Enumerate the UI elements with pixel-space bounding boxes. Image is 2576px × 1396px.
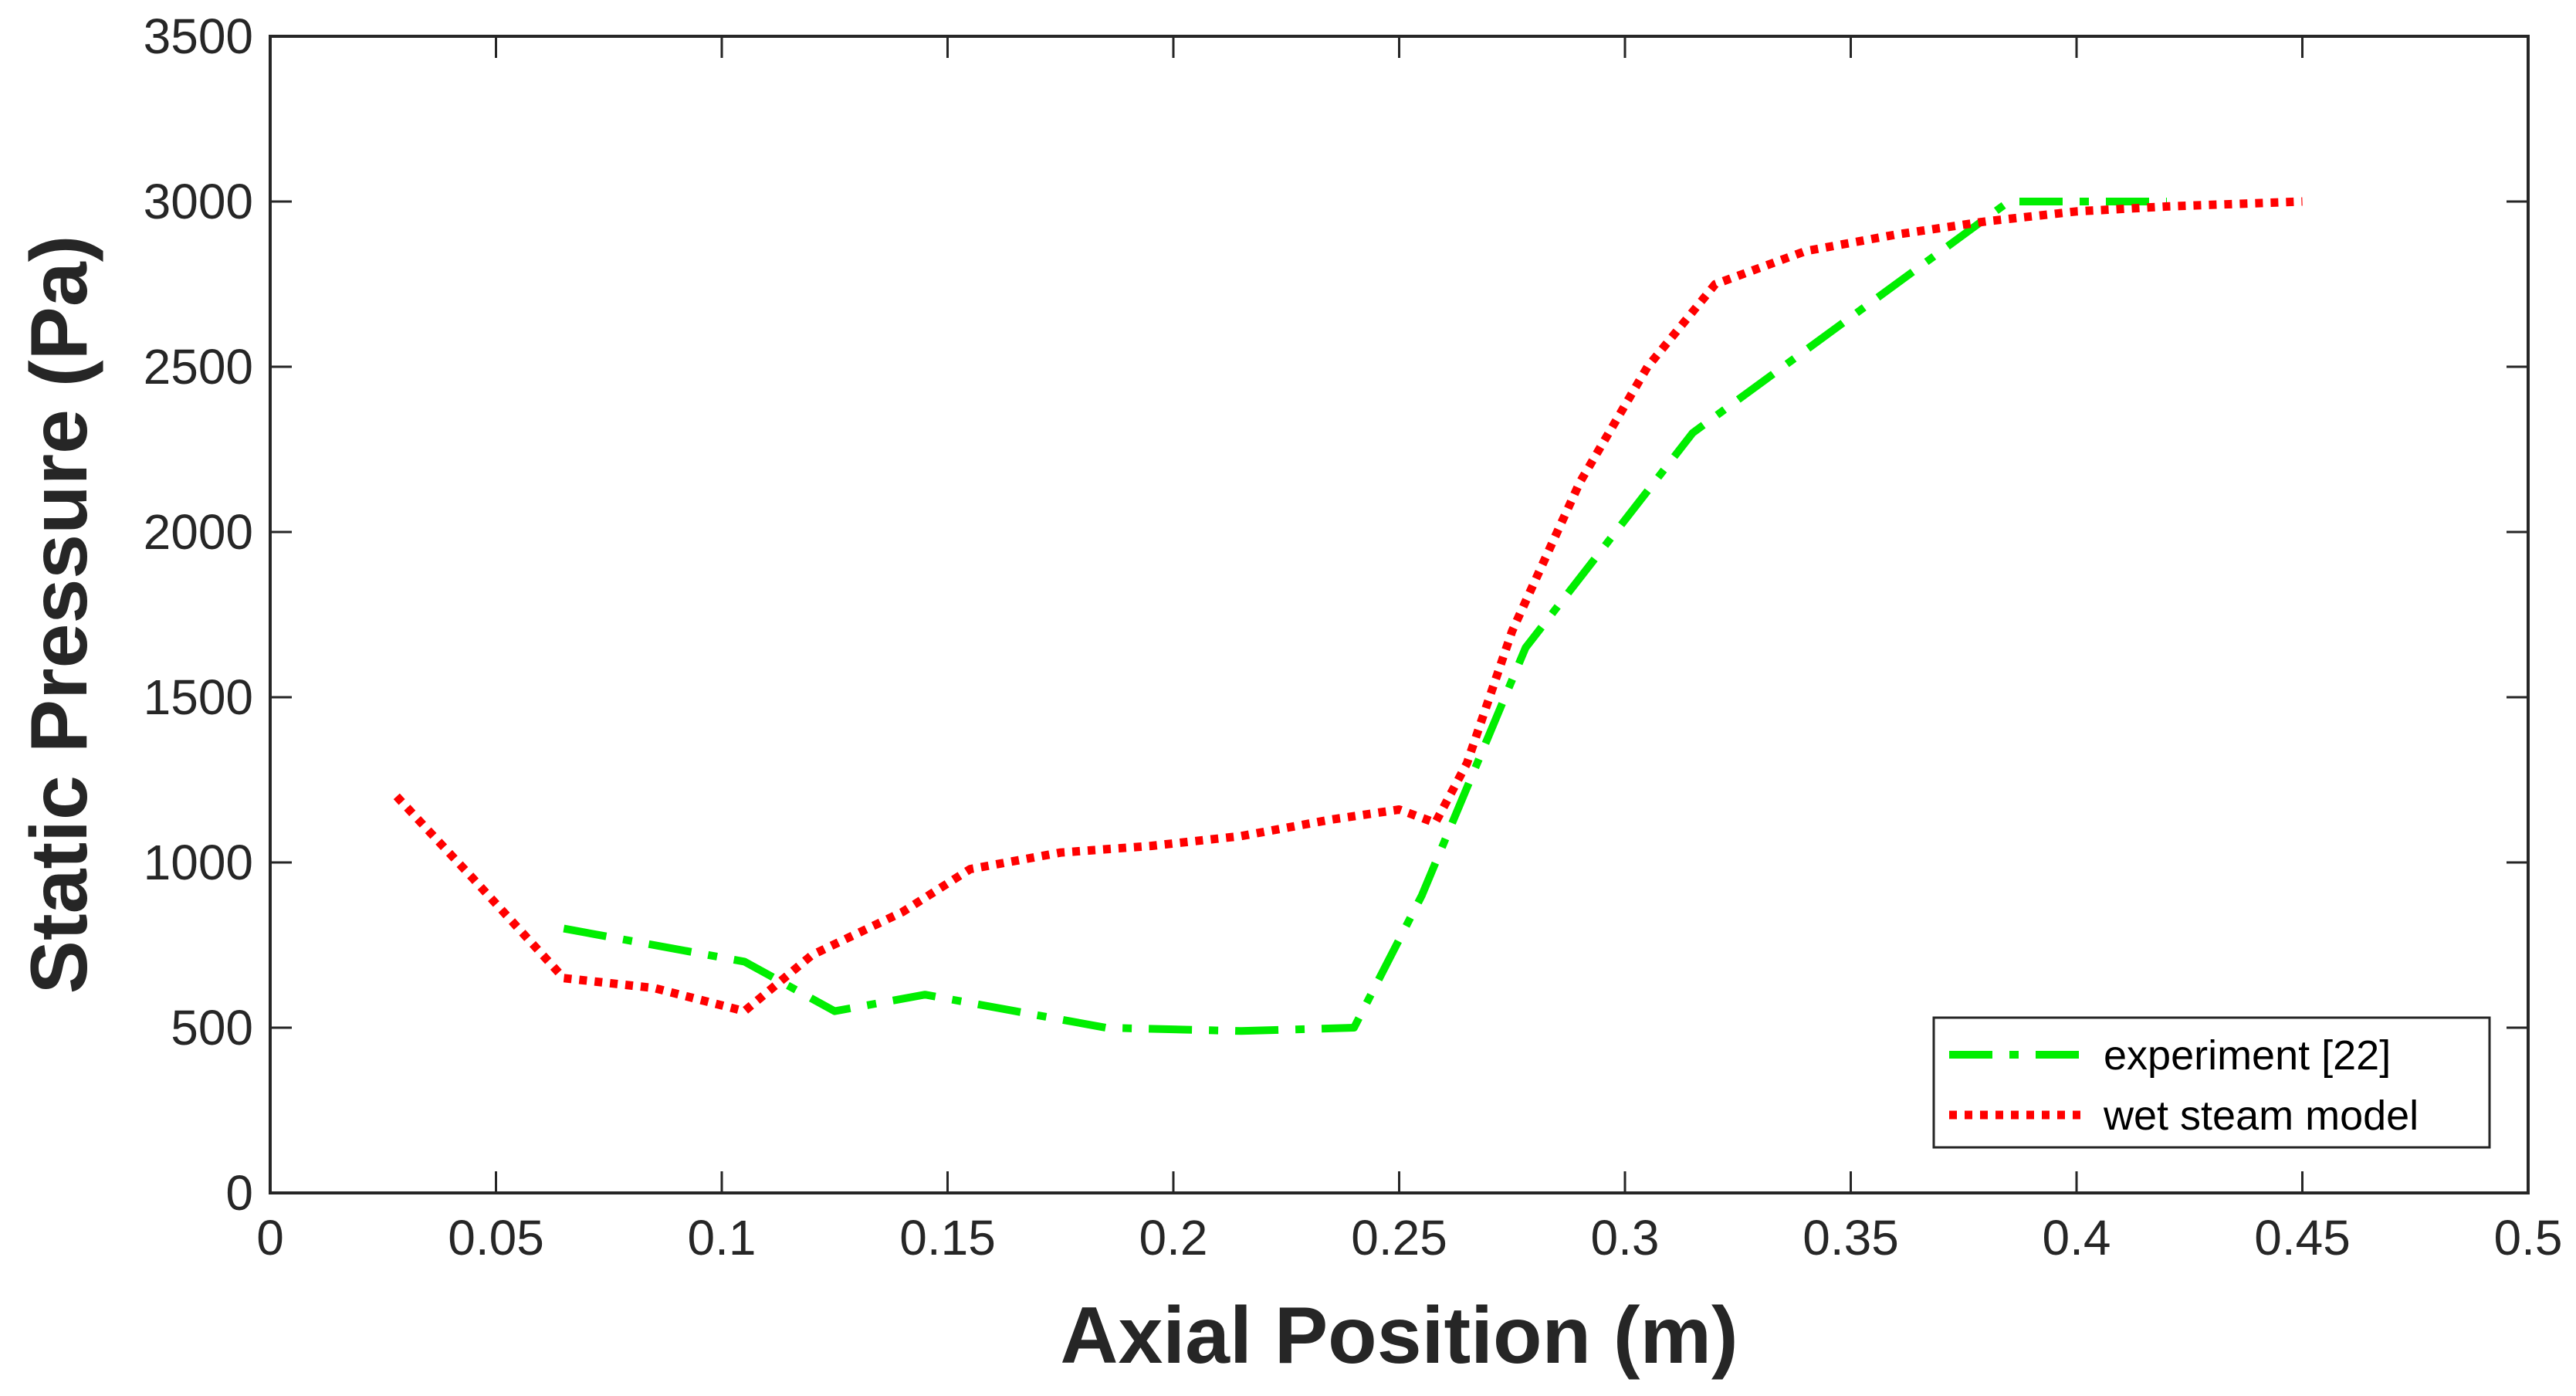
plot-area-frame: [269, 35, 2530, 1194]
legend-box: [1932, 1016, 2491, 1149]
legend-label-experiment: experiment [22]: [2104, 1032, 2391, 1079]
x-tick-label: 0.4: [2043, 1210, 2111, 1266]
x-tick-label: 0: [256, 1210, 284, 1266]
x-tick-label: 0.15: [899, 1210, 996, 1266]
legend-label-wet-steam-model: wet steam model: [2103, 1093, 2419, 1139]
x-tick-label: 0.05: [448, 1210, 544, 1266]
y-tick-label: 3000: [144, 174, 253, 229]
y-tick-label: 0: [225, 1165, 253, 1221]
x-tick-label: 0.25: [1351, 1210, 1447, 1266]
x-tick-label: 0.45: [2254, 1210, 2351, 1266]
tick-label-layer: 0 0.05 0.1 0.15 0.2 0.25 0.3 0.35 0.4 0.45 0.5 0 500…: [144, 8, 2563, 1266]
series-layer: [393, 197, 2303, 1035]
x-tick-label: 0.1: [688, 1210, 757, 1266]
series-line-wet-steam-model: [393, 197, 2303, 1016]
x-tick-label: 0.5: [2494, 1210, 2563, 1266]
y-tick-label: 3500: [144, 8, 253, 64]
y-tick-label: 1000: [144, 835, 253, 890]
y-tick-label: 2500: [144, 339, 253, 395]
y-tick-label: 500: [171, 1000, 253, 1055]
y-tick-label: 2000: [144, 504, 253, 560]
y-tick-label: 1500: [144, 669, 253, 725]
x-tick-label: 0.3: [1591, 1210, 1660, 1266]
x-axis-title: Axial Position (m): [1060, 1291, 1738, 1381]
series-line-experiment: [563, 198, 2167, 1035]
x-tick-label: 0.2: [1139, 1210, 1208, 1266]
legend: experiment [22] wet steam model: [1932, 1016, 2491, 1149]
x-tick-label: 0.35: [1803, 1210, 1899, 1266]
y-axis-title: Static Pressure (Pa): [15, 235, 104, 994]
